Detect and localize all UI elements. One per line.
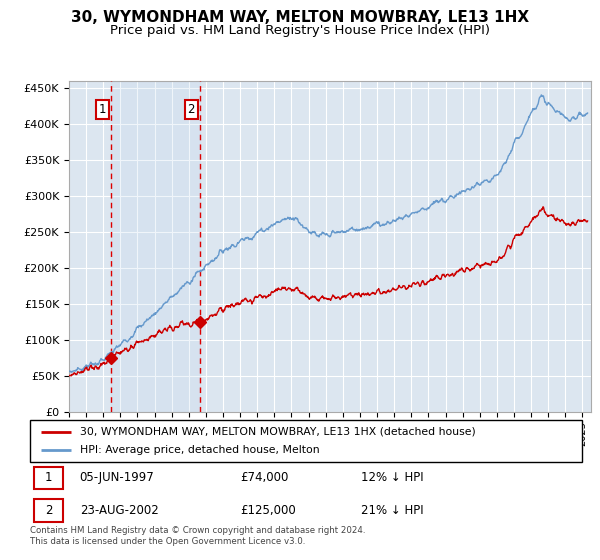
- Text: £74,000: £74,000: [240, 471, 288, 484]
- Text: 23-AUG-2002: 23-AUG-2002: [80, 504, 158, 517]
- Text: 2: 2: [188, 104, 195, 116]
- Text: 1: 1: [98, 104, 106, 116]
- Text: 30, WYMONDHAM WAY, MELTON MOWBRAY, LE13 1HX (detached house): 30, WYMONDHAM WAY, MELTON MOWBRAY, LE13 …: [80, 427, 475, 437]
- Bar: [111, 81, 200, 412]
- Text: 30, WYMONDHAM WAY, MELTON MOWBRAY, LE13 1HX: 30, WYMONDHAM WAY, MELTON MOWBRAY, LE13 …: [71, 10, 529, 25]
- Text: 05-JUN-1997: 05-JUN-1997: [80, 471, 154, 484]
- FancyBboxPatch shape: [34, 466, 63, 489]
- Text: Price paid vs. HM Land Registry's House Price Index (HPI): Price paid vs. HM Land Registry's House …: [110, 24, 490, 36]
- Text: HPI: Average price, detached house, Melton: HPI: Average price, detached house, Melt…: [80, 445, 319, 455]
- Text: 21% ↓ HPI: 21% ↓ HPI: [361, 504, 424, 517]
- Text: 2: 2: [45, 504, 53, 517]
- Text: £125,000: £125,000: [240, 504, 296, 517]
- FancyBboxPatch shape: [34, 500, 63, 522]
- Text: 1: 1: [45, 471, 53, 484]
- Text: 12% ↓ HPI: 12% ↓ HPI: [361, 471, 424, 484]
- Text: Contains HM Land Registry data © Crown copyright and database right 2024.
This d: Contains HM Land Registry data © Crown c…: [30, 526, 365, 546]
